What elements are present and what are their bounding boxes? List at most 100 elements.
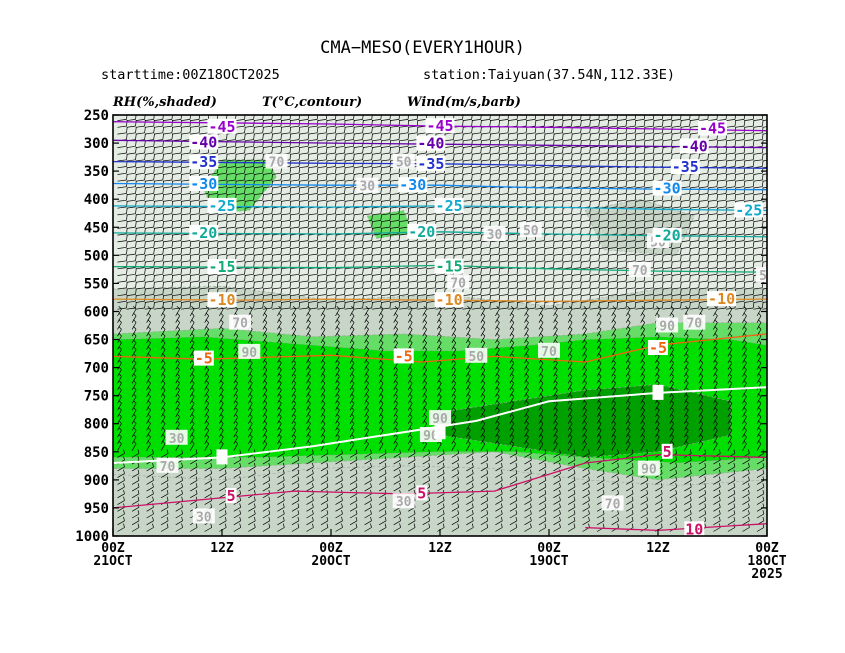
wind-barb xyxy=(371,294,381,297)
wind-barb xyxy=(153,273,163,276)
wind-barb-flag xyxy=(220,319,224,323)
wind-barb-flag xyxy=(189,194,192,201)
wind-barb xyxy=(171,159,182,162)
wind-barb-flag xyxy=(353,295,355,302)
wind-barb xyxy=(735,179,745,182)
wind-barb-flag xyxy=(607,261,610,268)
wind-barb xyxy=(290,240,300,243)
wind-barb-flag xyxy=(752,281,755,288)
wind-barb-flag xyxy=(271,261,273,268)
wind-barb-flag xyxy=(539,312,544,317)
wind-barb xyxy=(146,329,151,337)
wind-barb-flag xyxy=(162,234,164,241)
wind-barb xyxy=(389,294,400,297)
wind-barb xyxy=(171,273,182,276)
wind-barb xyxy=(226,280,236,283)
wind-barb-flag xyxy=(553,295,555,302)
wind-barb-flag xyxy=(525,241,528,248)
wind-barb xyxy=(353,152,363,155)
wind-barb xyxy=(362,267,372,270)
wind-barb-flag xyxy=(714,353,718,357)
wind-barb-flag xyxy=(462,153,464,160)
wind-barb xyxy=(571,287,581,290)
wind-barb-flag xyxy=(616,301,619,309)
wind-barb xyxy=(326,294,336,297)
wind-barb-flag xyxy=(516,120,519,127)
wind-barb-flag xyxy=(734,234,737,241)
wind-barb xyxy=(135,220,145,223)
wind-barb xyxy=(553,335,558,344)
wind-barb xyxy=(607,267,618,270)
wind-barb-flag xyxy=(707,221,709,228)
wind-barb xyxy=(596,342,602,350)
wind-barb xyxy=(644,186,654,189)
wind-barb xyxy=(335,193,345,196)
wind-barb-flag xyxy=(498,241,501,248)
wind-barb xyxy=(117,342,122,350)
wind-barb xyxy=(524,329,529,337)
wind-barb-flag xyxy=(761,261,764,268)
wind-barb-flag xyxy=(607,120,610,127)
wind-barb-flag xyxy=(761,301,764,309)
wind-barb xyxy=(146,322,151,330)
wind-barb xyxy=(644,119,654,121)
wind-barb xyxy=(535,294,545,297)
wind-barb-flag xyxy=(643,126,646,133)
wind-barb xyxy=(175,315,181,323)
wind-barb-flag xyxy=(662,275,664,282)
wind-barb-flag xyxy=(571,261,573,268)
wind-barb xyxy=(175,308,181,317)
wind-barb xyxy=(716,193,727,196)
wind-barb xyxy=(508,193,518,196)
wind-barb xyxy=(689,213,699,216)
wind-barb xyxy=(735,240,745,243)
wind-barb xyxy=(669,356,675,364)
wind-barb xyxy=(426,179,436,182)
wind-barb-flag xyxy=(180,241,183,248)
wind-barb-flag xyxy=(171,214,174,221)
wind-barb-flag xyxy=(191,332,195,337)
wind-barb xyxy=(153,152,163,155)
wind-barb-flag xyxy=(353,133,355,140)
wind-barb xyxy=(244,172,254,175)
wind-barb xyxy=(625,322,631,330)
wind-barb-flag xyxy=(316,187,319,194)
wind-barb xyxy=(580,172,590,175)
wind-barb xyxy=(625,308,631,317)
wind-barb xyxy=(190,267,200,270)
wind-barb xyxy=(362,260,372,263)
wind-barb-flag xyxy=(262,234,264,241)
wind-barb-flag xyxy=(380,319,384,323)
wind-barb xyxy=(726,125,736,128)
wind-barb-flag xyxy=(280,227,283,234)
wind-barb xyxy=(480,280,490,283)
wind-barb-flag xyxy=(380,248,382,255)
wind-barb-flag xyxy=(144,275,146,282)
wind-barb-flag xyxy=(307,312,311,317)
wind-barb-flag xyxy=(271,268,273,275)
wind-barb-flag xyxy=(180,221,183,228)
wind-barb xyxy=(299,152,309,155)
wind-barb xyxy=(317,193,327,196)
wind-barb-flag xyxy=(307,120,310,127)
wind-barb-flag xyxy=(489,248,491,255)
wind-barb-flag xyxy=(634,167,637,174)
wind-barb-flag xyxy=(398,234,401,241)
wind-barb xyxy=(353,193,363,196)
wind-barb-flag xyxy=(743,326,747,330)
wind-barb xyxy=(407,315,413,323)
wind-barb xyxy=(408,307,418,310)
wind-barb-flag xyxy=(162,187,164,194)
wind-barb-flag xyxy=(627,339,631,343)
wind-barb-flag xyxy=(662,133,664,140)
wind-barb-flag xyxy=(734,120,737,127)
wind-barb xyxy=(489,280,499,283)
wind-barb xyxy=(171,220,182,223)
wind-barb-flag xyxy=(416,254,419,261)
wind-barb-flag xyxy=(612,319,616,323)
wind-barb-flag xyxy=(344,200,346,207)
wind-barb xyxy=(689,199,699,202)
wind-barb xyxy=(744,233,754,236)
wind-barb xyxy=(753,300,763,303)
wind-barb-flag xyxy=(562,221,564,228)
